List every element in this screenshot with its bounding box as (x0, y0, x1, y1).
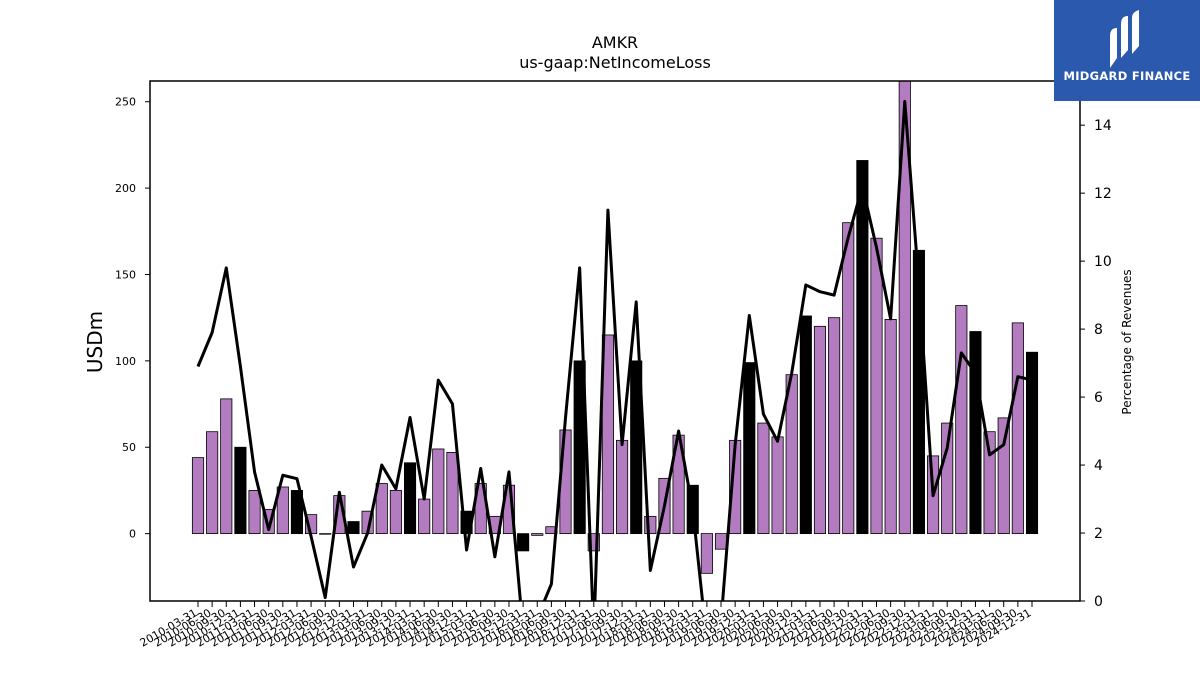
bar-annual (347, 521, 360, 535)
bar-quarter (997, 417, 1010, 535)
bar-quarter (601, 334, 614, 535)
bar-quarter (446, 452, 459, 535)
chart-subtitle: us-gaap:NetIncomeLoss (519, 53, 711, 72)
bar-quarter (248, 490, 261, 535)
bar-quarter (276, 486, 289, 535)
y2-tick-label: 6 (1094, 390, 1103, 406)
bar-series (191, 81, 1039, 574)
line-series (196, 99, 1033, 601)
y-tick-label: 0 (129, 528, 136, 541)
bar-quarter (813, 325, 827, 535)
bar-quarter (955, 305, 968, 535)
bar-quarter (983, 431, 996, 535)
chart-title: AMKR (592, 33, 638, 52)
bar-quarter (262, 509, 275, 535)
bar-quarter (771, 436, 784, 535)
bar-quarter (220, 398, 233, 535)
y2-tick-label: 10 (1094, 254, 1112, 270)
bar-quarter (1011, 322, 1024, 535)
bar-quarter (587, 533, 600, 552)
bar-annual (630, 360, 643, 535)
bar-quarter (700, 533, 713, 574)
plot-frame (149, 80, 1081, 602)
bar-quarter (941, 422, 954, 535)
bar-quarter (828, 317, 841, 535)
bar-quarter (319, 533, 332, 535)
pct-of-revenue-line (196, 99, 1033, 601)
y2-tick-label: 8 (1094, 322, 1103, 338)
bar-quarter (389, 490, 402, 535)
y2-tick-label: 4 (1094, 458, 1103, 474)
logo-text: MIDGARD FINANCE (1063, 69, 1191, 83)
logo-mark-icon (1110, 10, 1139, 68)
y2-axis-label: Percentage of Revenues (1120, 269, 1134, 414)
bar-quarter (206, 431, 219, 535)
bar-quarter (757, 422, 770, 535)
bar-annual (912, 249, 925, 535)
bar-annual (1025, 351, 1039, 535)
bar-annual (856, 160, 869, 535)
bar-quarter (898, 81, 911, 535)
bar-quarter (191, 457, 205, 535)
bar-quarter (870, 237, 883, 535)
y-tick-label: 150 (115, 268, 136, 281)
bar-quarter (616, 439, 629, 535)
y2-tick-label: 12 (1094, 186, 1112, 202)
y-axis-label: USDm (83, 311, 107, 373)
bar-quarter (714, 533, 728, 550)
y-tick-label: 200 (115, 182, 136, 195)
y2-tick-label: 0 (1094, 594, 1103, 610)
bar-annual (517, 533, 530, 552)
bar-annual (290, 490, 304, 535)
bar-quarter (842, 222, 855, 535)
bar-quarter (418, 498, 431, 535)
bar-quarter (531, 533, 544, 536)
bar-quarter (884, 319, 897, 535)
bar-quarter (644, 515, 657, 535)
y-tick-label: 50 (122, 441, 136, 454)
y2-tick-label: 14 (1094, 118, 1112, 134)
bar-annual (743, 362, 756, 535)
bar-quarter (432, 448, 445, 535)
bar-annual (234, 446, 247, 535)
y-tick-label: 100 (115, 355, 136, 368)
bar-annual (799, 315, 812, 535)
bar-annual (403, 462, 417, 535)
bar-annual (969, 331, 982, 535)
bar-quarter (375, 483, 388, 535)
y2-tick-label: 2 (1094, 526, 1103, 542)
plot-area: 050100150200250024681012142010-03-312010… (115, 81, 1112, 650)
y-tick-label: 250 (115, 96, 136, 109)
midgard-finance-logo: MIDGARD FINANCE (1054, 0, 1200, 101)
